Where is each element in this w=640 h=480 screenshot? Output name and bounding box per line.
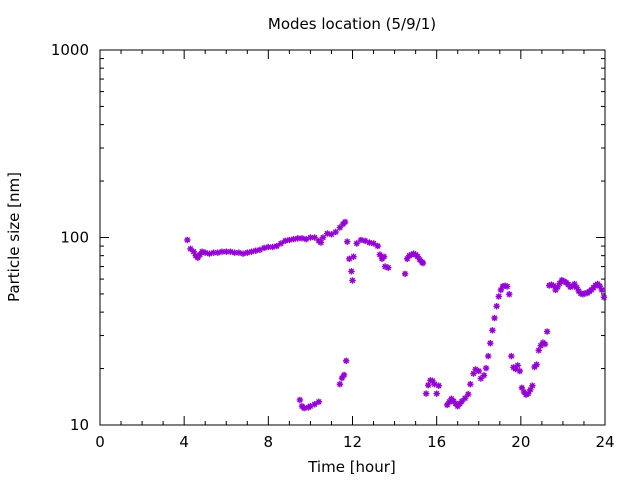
y-tick-label: 100 — [60, 229, 89, 247]
data-point — [495, 293, 502, 300]
data-point — [311, 234, 318, 241]
data-point — [348, 268, 355, 275]
data-point — [273, 242, 280, 250]
data-point — [493, 303, 500, 310]
x-tick-label: 4 — [179, 433, 189, 451]
data-point — [380, 253, 388, 260]
data-point — [324, 230, 331, 237]
data-point — [425, 382, 432, 389]
data-point — [475, 367, 482, 375]
data-point — [465, 390, 472, 398]
data-point — [535, 347, 542, 354]
data-point — [533, 361, 540, 368]
data-point — [317, 239, 325, 246]
y-tick-label: 10 — [70, 416, 89, 434]
data-point — [491, 314, 498, 322]
data-point — [482, 364, 490, 372]
y-axis-label: Particle size [nm] — [5, 172, 23, 302]
data-point — [290, 235, 297, 243]
data-point — [349, 277, 356, 284]
data-point — [374, 242, 381, 250]
x-tick-label: 20 — [511, 433, 530, 451]
data-point — [516, 367, 523, 375]
x-tick-label: 16 — [427, 433, 446, 451]
data-point — [508, 352, 515, 360]
plot-frame — [99, 49, 606, 426]
plot-area: 0 4 8 12 16 20 24 10 100 1000 — [51, 41, 615, 451]
data-point — [332, 228, 339, 236]
data-point — [227, 248, 234, 255]
data-point — [260, 244, 268, 252]
data-point — [277, 240, 285, 247]
data-point — [600, 294, 608, 301]
data-point — [485, 352, 492, 360]
data-point — [319, 234, 327, 241]
data-point — [340, 371, 348, 379]
x-tick-label: 0 — [95, 433, 105, 451]
data-point — [541, 340, 549, 348]
data-point — [357, 236, 365, 244]
data-point — [286, 236, 293, 244]
data-point — [487, 340, 494, 347]
data-point — [543, 328, 551, 335]
data-point — [556, 280, 563, 287]
data-point — [503, 283, 511, 290]
x-axis-label: Time [hour] — [307, 458, 396, 476]
data-point — [385, 264, 392, 271]
data-point — [480, 372, 488, 379]
y-tick-label: 1000 — [51, 41, 89, 59]
data-point — [265, 243, 272, 251]
data-point — [342, 357, 350, 364]
x-tick-label: 8 — [264, 433, 274, 451]
data-point — [422, 390, 430, 397]
data-point — [184, 236, 191, 244]
data-point — [350, 253, 357, 260]
data-point — [341, 218, 349, 226]
data-point — [514, 362, 521, 369]
x-axis: 0 4 8 12 16 20 24 — [95, 50, 615, 451]
x-tick-label: 24 — [595, 433, 614, 451]
data-point — [489, 327, 496, 334]
data-point — [419, 259, 427, 267]
data-point — [435, 382, 442, 389]
data-point — [344, 238, 351, 245]
x-tick-label: 12 — [343, 433, 362, 451]
data-point — [315, 398, 323, 405]
data-point — [401, 270, 409, 278]
data-point — [506, 291, 513, 298]
data-point — [598, 286, 606, 294]
data-point — [300, 404, 308, 412]
data-point — [298, 235, 306, 242]
y-axis: 10 100 1000 — [51, 41, 605, 434]
data-point — [336, 381, 344, 388]
data-point — [433, 390, 440, 397]
data-point — [458, 397, 466, 405]
data-point — [370, 240, 377, 247]
data-point — [467, 381, 474, 388]
data-point — [529, 382, 536, 389]
data-point — [296, 396, 304, 404]
chart-title: Modes location (5/9/1) — [268, 15, 436, 33]
data-points — [184, 218, 608, 412]
